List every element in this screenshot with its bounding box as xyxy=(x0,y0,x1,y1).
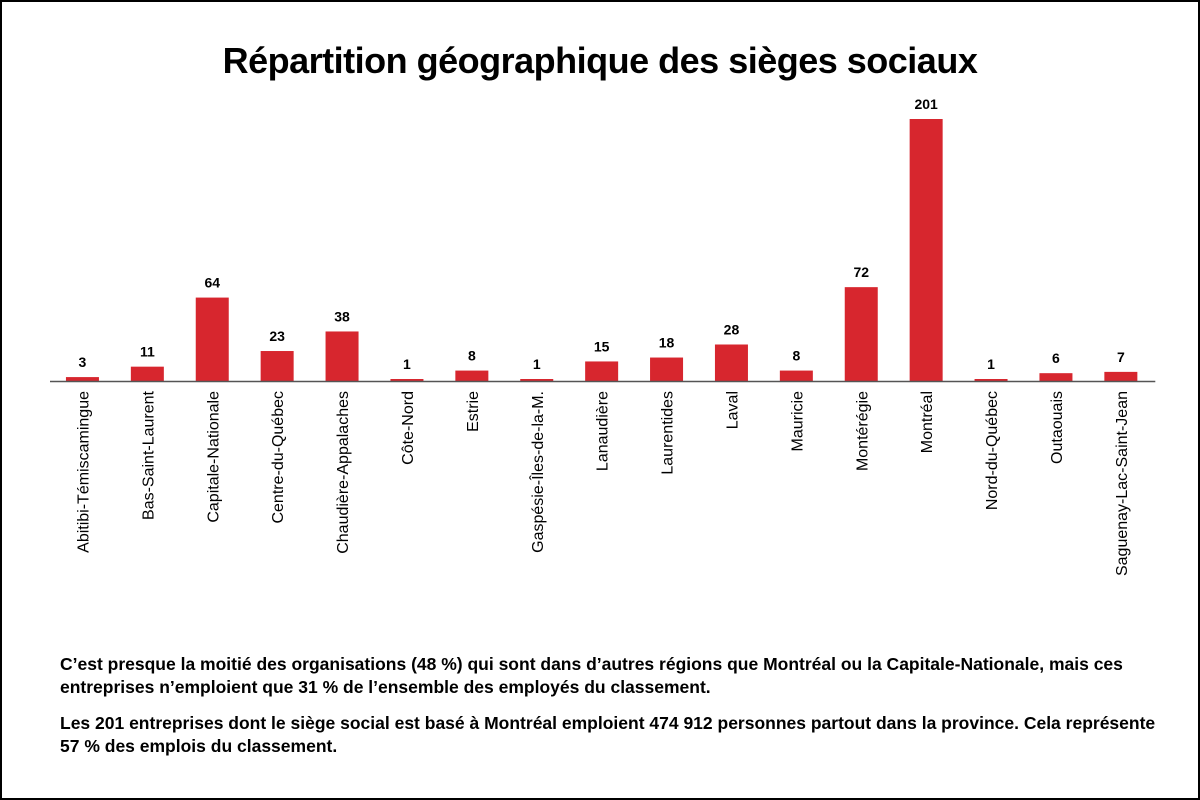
category-tick-label: Centre-du-Québec xyxy=(270,391,287,524)
bar xyxy=(585,361,619,381)
bar xyxy=(909,119,943,381)
category-tick-label: Laurentides xyxy=(660,391,677,475)
bar xyxy=(65,377,99,381)
category-tick-label: Outaouais xyxy=(1049,391,1066,464)
category-tick-label: Saguenay-Lac-Saint-Jean xyxy=(1114,391,1131,576)
bar xyxy=(650,357,684,381)
bar xyxy=(974,379,1008,381)
note-paragraph-2: Les 201 entreprises dont le siège social… xyxy=(60,713,1156,756)
bar-value-label: 15 xyxy=(594,338,610,354)
bar xyxy=(130,366,164,381)
bar-value-label: 23 xyxy=(269,328,285,344)
bar-value-label: 6 xyxy=(1052,350,1060,366)
bar xyxy=(195,297,229,381)
bar-value-label: 72 xyxy=(853,264,869,280)
bar-value-label: 8 xyxy=(792,348,800,364)
category-tick-label: Abitibi-Témiscamingue xyxy=(75,391,92,553)
category-tick-label: Montérégie xyxy=(854,391,871,471)
bar xyxy=(455,370,489,381)
bar-value-label: 8 xyxy=(468,348,476,364)
bar-value-label: 1 xyxy=(987,356,995,372)
note-paragraph-1: C’est presque la moitié des organisation… xyxy=(60,654,1123,697)
bar xyxy=(844,287,878,381)
category-tick-label: Mauricie xyxy=(789,391,806,452)
category-tick-label: Bas-Saint-Laurent xyxy=(140,390,157,520)
bar xyxy=(390,379,424,381)
bar-value-label: 38 xyxy=(334,308,350,324)
category-tick-label: Lanaudière xyxy=(595,391,612,471)
bar-value-label: 28 xyxy=(724,322,740,338)
bar xyxy=(714,344,748,381)
category-tick-label: Nord-du-Québec xyxy=(984,391,1001,510)
bar xyxy=(260,351,294,381)
category-tick-label: Montréal xyxy=(919,391,936,453)
bar-value-label: 7 xyxy=(1117,349,1125,365)
bar-value-label: 1 xyxy=(533,356,541,372)
bar-value-label: 201 xyxy=(914,96,938,112)
bar xyxy=(520,379,554,381)
category-tick-label: Capitale-Nationale xyxy=(205,391,222,523)
bar-value-label: 3 xyxy=(79,354,87,370)
bar-value-label: 18 xyxy=(659,335,675,351)
bar xyxy=(779,370,813,381)
category-tick-label: Gaspésie-Îles-de-la-M. xyxy=(528,391,547,553)
bar xyxy=(325,331,359,381)
bar xyxy=(1039,373,1073,381)
category-tick-label: Côte-Nord xyxy=(400,391,417,465)
chart-title: Répartition géographique des sièges soci… xyxy=(222,40,978,81)
category-tick-label: Chaudière-Appalaches xyxy=(335,391,352,554)
bar-value-label: 11 xyxy=(140,344,155,360)
bar-value-label: 1 xyxy=(403,356,411,372)
category-tick-label: Laval xyxy=(724,391,741,429)
bar xyxy=(1104,371,1138,381)
category-tick-label: Estrie xyxy=(465,391,482,432)
bar-chart: 3Abitibi-Témiscamingue11Bas-Saint-Lauren… xyxy=(50,96,1156,576)
bar-value-label: 64 xyxy=(204,275,220,291)
